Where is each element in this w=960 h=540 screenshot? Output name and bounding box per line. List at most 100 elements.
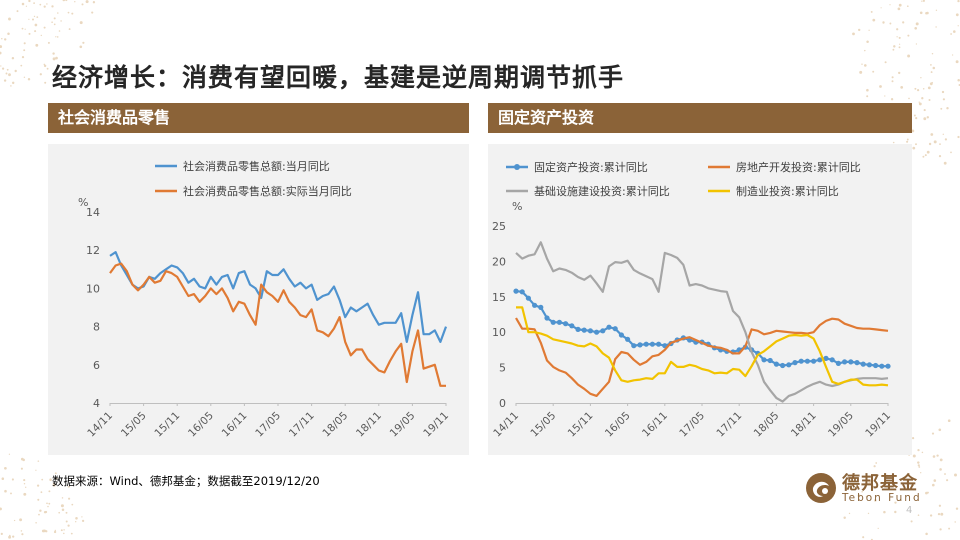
decor-dot: [913, 114, 916, 117]
x-tick-label: 16/11: [220, 410, 250, 440]
decor-dot: [65, 0, 68, 2]
decor-dot: [954, 473, 957, 477]
legend-label: 社会消费品零售总额:当月同比: [183, 159, 330, 173]
decor-dot: [941, 90, 945, 94]
decor-dot: [75, 517, 78, 520]
decor-dot: [61, 508, 65, 512]
legend-label: 固定资产投资:累计同比: [534, 160, 648, 174]
decor-dot: [921, 451, 924, 454]
decor-dot: [10, 85, 12, 87]
decor-dot: [71, 12, 74, 15]
retail-section-header: 社会消费品零售: [48, 103, 469, 133]
decor-dot: [925, 11, 928, 15]
decor-dot: [946, 106, 949, 110]
series-point: [637, 342, 643, 348]
x-tick-label: 19/11: [863, 410, 893, 440]
series-point: [823, 355, 829, 361]
decor-dot: [11, 81, 15, 85]
decor-dot: [884, 61, 887, 64]
series-point: [631, 343, 637, 349]
decor-dot: [6, 68, 9, 71]
series-point: [780, 362, 786, 369]
decor-dot: [955, 13, 959, 17]
decor-dot: [906, 140, 909, 143]
data-source-note: 数据来源：Wind、德邦基金；数据截至2019/12/20: [52, 474, 320, 488]
decor-dot: [932, 455, 936, 458]
decor-dot: [20, 530, 23, 532]
decor-dot: [52, 52, 55, 55]
decor-dot: [65, 520, 68, 523]
decor-dot: [898, 36, 901, 39]
legend-marker: [514, 164, 520, 170]
decor-dot: [896, 36, 898, 38]
series-point: [581, 327, 587, 333]
decor-dot: [1, 67, 5, 70]
decor-dot: [20, 467, 23, 470]
decor-dot: [892, 48, 895, 51]
series-point: [835, 360, 841, 366]
retail-chart-panel: 4 6 8 10 12 14% 14/11 15/05 15/11 16/05 16/11 17/05…: [48, 144, 469, 455]
series-line: [515, 317, 889, 397]
decor-dot: [44, 81, 47, 84]
x-tick-label: 16/11: [640, 410, 670, 440]
series-point: [612, 326, 618, 332]
series-point: [538, 304, 544, 310]
series-point: [606, 324, 612, 330]
x-tick-label: 15/11: [152, 410, 182, 440]
decor-dot: [910, 520, 913, 523]
decor-dot: [70, 532, 73, 535]
decor-dot: [925, 532, 928, 536]
decor-dot: [51, 5, 54, 8]
series-point: [649, 341, 655, 347]
decor-dot: [5, 72, 8, 75]
decor-dot: [20, 64, 23, 67]
decor-dot: [40, 491, 43, 494]
x-tick-label: 17/05: [677, 410, 707, 440]
decor-dot: [861, 63, 863, 65]
series-line: [516, 306, 889, 387]
decor-dot: [866, 40, 869, 43]
series-point: [569, 323, 575, 329]
decor-dot: [911, 436, 915, 440]
decor-dot: [9, 534, 11, 537]
decor-dot: [843, 516, 846, 520]
decor-dot: [926, 150, 930, 154]
decor-dot: [915, 116, 918, 120]
decor-dot: [916, 88, 920, 92]
decor-dot: [902, 21, 905, 24]
decor-dot: [918, 466, 921, 468]
decor-dot: [46, 67, 49, 70]
decor-dot: [957, 135, 960, 139]
decor-dot: [31, 18, 35, 21]
decor-dot: [943, 161, 947, 165]
decor-dot: [43, 529, 46, 533]
decor-dot: [938, 428, 942, 432]
decor-dot: [893, 45, 896, 48]
series-point: [587, 328, 593, 334]
series-point: [798, 358, 804, 364]
decor-dot: [914, 87, 917, 90]
decor-dot: [929, 514, 933, 517]
decor-dot: [34, 23, 38, 27]
series-point: [848, 359, 854, 365]
logo-name-cn: 德邦基金: [842, 473, 918, 494]
decor-dot: [46, 3, 48, 5]
x-tick-label: 18/05: [320, 410, 350, 440]
decor-dot: [944, 473, 946, 475]
decor-dot: [41, 529, 45, 533]
decor-dot: [79, 21, 83, 25]
decor-dot: [43, 26, 46, 29]
decor-dot: [47, 505, 49, 508]
x-tick-label: 18/11: [789, 410, 819, 440]
decor-dot: [867, 512, 870, 515]
decor-dot: [8, 17, 11, 21]
decor-dot: [71, 503, 74, 506]
decor-dot: [947, 419, 951, 423]
decor-dot: [7, 32, 10, 35]
decor-dot: [957, 0, 960, 3]
decor-dot: [57, 12, 59, 14]
decor-dot: [907, 34, 910, 37]
series-point: [656, 341, 662, 347]
y-tick-label: 4: [93, 397, 100, 410]
legend-label: 基础设施建设投资:累计同比: [534, 184, 670, 198]
